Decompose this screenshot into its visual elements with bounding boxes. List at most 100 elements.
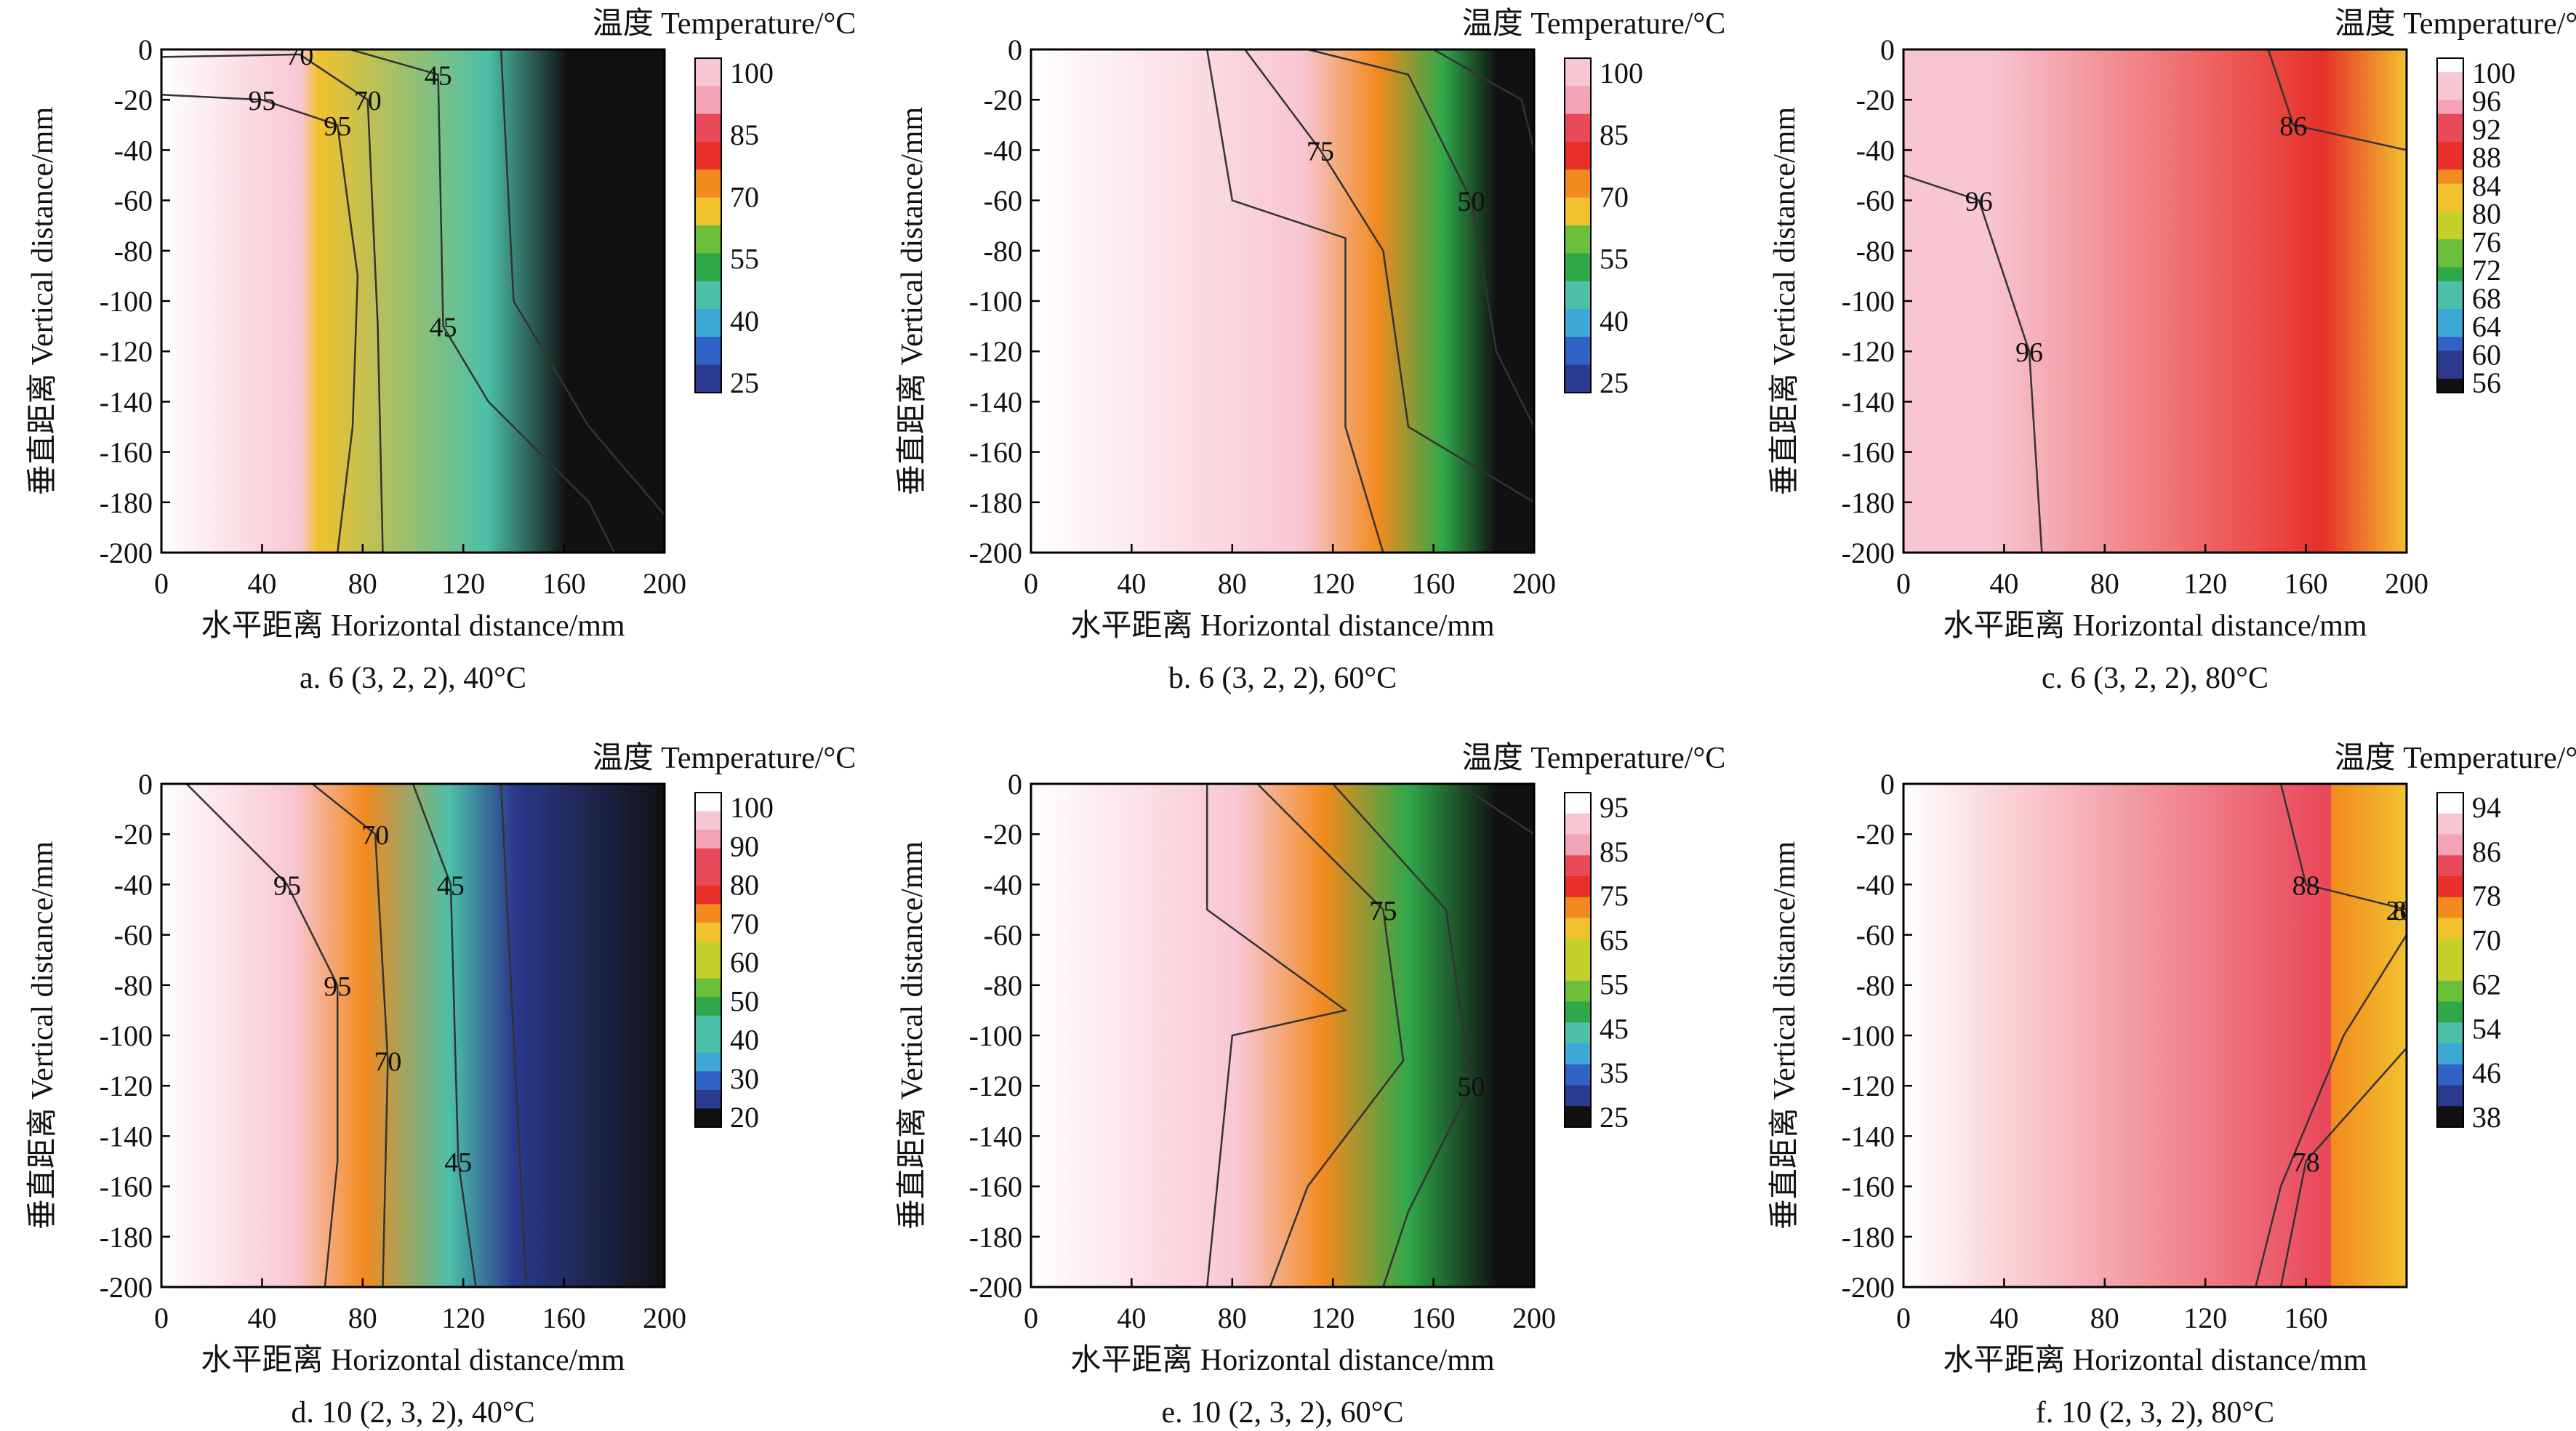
colorbar-swatch	[2437, 876, 2463, 898]
y-tick-label: -160	[1842, 1171, 1895, 1203]
x-tick-label: 0	[1024, 1302, 1038, 1334]
y-tick-label: -60	[1856, 919, 1895, 952]
x-tick-label: 80	[2090, 567, 2119, 600]
colorbar-label: 40	[1600, 305, 1629, 337]
colorbar-label: 80	[730, 869, 759, 902]
colorbar-swatch	[2437, 127, 2463, 143]
y-tick-label: -140	[1842, 385, 1895, 418]
y-tick-label: 0	[1008, 33, 1022, 66]
colorbar-label: 96	[2472, 85, 2501, 118]
colorbar-swatch	[1565, 142, 1591, 170]
y-tick-label: -200	[1842, 537, 1895, 569]
colorbar-swatch	[2437, 980, 2463, 1002]
colorbar-swatch	[2437, 350, 2463, 366]
colorbar-label: 86	[2472, 835, 2501, 868]
colorbar-swatch	[695, 960, 721, 979]
colorbar-swatch	[2437, 100, 2463, 115]
isotherm-95	[1205, 784, 1348, 1287]
colorbar-label: 45	[1600, 1012, 1629, 1045]
colorbar-swatch	[2437, 156, 2463, 170]
x-tick-label: 120	[1311, 1302, 1355, 1334]
colorbar-swatch	[2437, 960, 2463, 982]
y-tick-label: -60	[1856, 185, 1895, 217]
isotherm-95	[1205, 49, 1384, 553]
contour-label: 95	[324, 971, 351, 1002]
colorbar-label: 60	[730, 946, 759, 979]
y-tick-label: -20	[114, 84, 153, 116]
colorbar-swatch	[1565, 1106, 1591, 1128]
colorbar: 94 86 78 70 62 54 46 38 温度 Temperature/°C	[2335, 742, 2576, 1134]
colorbar-swatch	[2437, 58, 2463, 73]
y-tick-label: -140	[969, 385, 1022, 418]
colorbar-label: 70	[2472, 924, 2501, 957]
colorbar-swatch	[2437, 939, 2463, 961]
colorbar-swatch	[2437, 86, 2463, 100]
x-tick-label: 200	[643, 567, 686, 600]
y-axis-label: 垂直距离 Vertical distance/mm	[25, 841, 60, 1230]
colorbar-label: 95	[1600, 791, 1629, 824]
colorbar-swatch	[695, 941, 721, 961]
isotherm-50	[1307, 49, 1534, 428]
y-tick-label: -40	[1856, 868, 1895, 901]
colorbar-swatch	[2437, 309, 2463, 324]
y-tick-label: -40	[114, 134, 153, 167]
y-tick-label: -160	[1842, 436, 1895, 469]
y-tick-label: -60	[114, 185, 153, 217]
contour-label: 70	[361, 820, 389, 851]
temperature-field	[1031, 49, 1534, 553]
colorbar-label: 72	[2472, 254, 2501, 286]
contour-label: 50	[1458, 1072, 1485, 1102]
colorbar-swatch	[2437, 211, 2463, 226]
colorbar-label: 68	[2472, 282, 2501, 315]
colorbar-frame	[1564, 57, 1592, 393]
colorbar-label: 80	[2472, 198, 2501, 231]
y-tick-label: 0	[1880, 33, 1895, 66]
contour-label: 75	[1369, 896, 1397, 926]
y-tick-label: -160	[100, 436, 153, 469]
x-tick-label: 200	[1512, 1302, 1556, 1334]
y-tick-label: -100	[100, 285, 153, 318]
colorbar-swatch	[2437, 364, 2463, 380]
y-tick-label: -80	[984, 969, 1022, 1002]
colorbar-swatch	[2437, 323, 2463, 337]
isotherm-50	[1332, 784, 1472, 1287]
contour-label: 45	[437, 870, 465, 901]
x-tick-label: 0	[1024, 567, 1038, 600]
y-tick-label: -180	[1842, 1221, 1895, 1254]
colorbar-swatch	[1565, 337, 1591, 366]
y-tick-label: -80	[1856, 235, 1895, 268]
x-tick-label: 40	[1989, 1302, 2018, 1334]
colorbar-label: 60	[2472, 338, 2501, 371]
colorbar-frame	[2436, 792, 2464, 1128]
colorbar-swatch	[2437, 169, 2463, 184]
colorbar-label: 85	[1600, 835, 1629, 868]
colorbar-label: 85	[730, 119, 759, 151]
colorbar-swatch	[2437, 897, 2463, 918]
y-axis-label: 垂直距离 Vertical distance/mm	[25, 107, 60, 496]
isotherm-70	[161, 53, 384, 553]
colorbar-swatch	[695, 1108, 721, 1128]
y-tick-label: 0	[138, 33, 153, 66]
x-tick-label: 120	[2183, 1302, 2227, 1334]
x-tick-label: 40	[1117, 567, 1146, 600]
colorbar-swatch	[695, 281, 721, 310]
isotherm-88	[2255, 934, 2407, 1287]
contour-label: 75	[1369, 896, 1397, 926]
y-tick-label: -200	[1842, 1271, 1895, 1304]
y-tick-label: -200	[969, 537, 1022, 569]
contour-label: 50	[1458, 187, 1485, 217]
x-tick-label: 200	[2385, 567, 2428, 600]
y-tick-label: -120	[969, 1070, 1022, 1102]
y-tick-label: -140	[100, 1120, 153, 1153]
colorbar-swatch	[2437, 253, 2463, 268]
colorbar-swatch	[2437, 1001, 2463, 1023]
colorbar-label: 64	[2472, 310, 2501, 343]
colorbar-swatch	[695, 58, 721, 87]
contour-label: 45	[444, 1147, 472, 1178]
y-tick-label: -160	[100, 1171, 153, 1203]
colorbar-title: 温度 Temperature/°C	[593, 7, 856, 41]
